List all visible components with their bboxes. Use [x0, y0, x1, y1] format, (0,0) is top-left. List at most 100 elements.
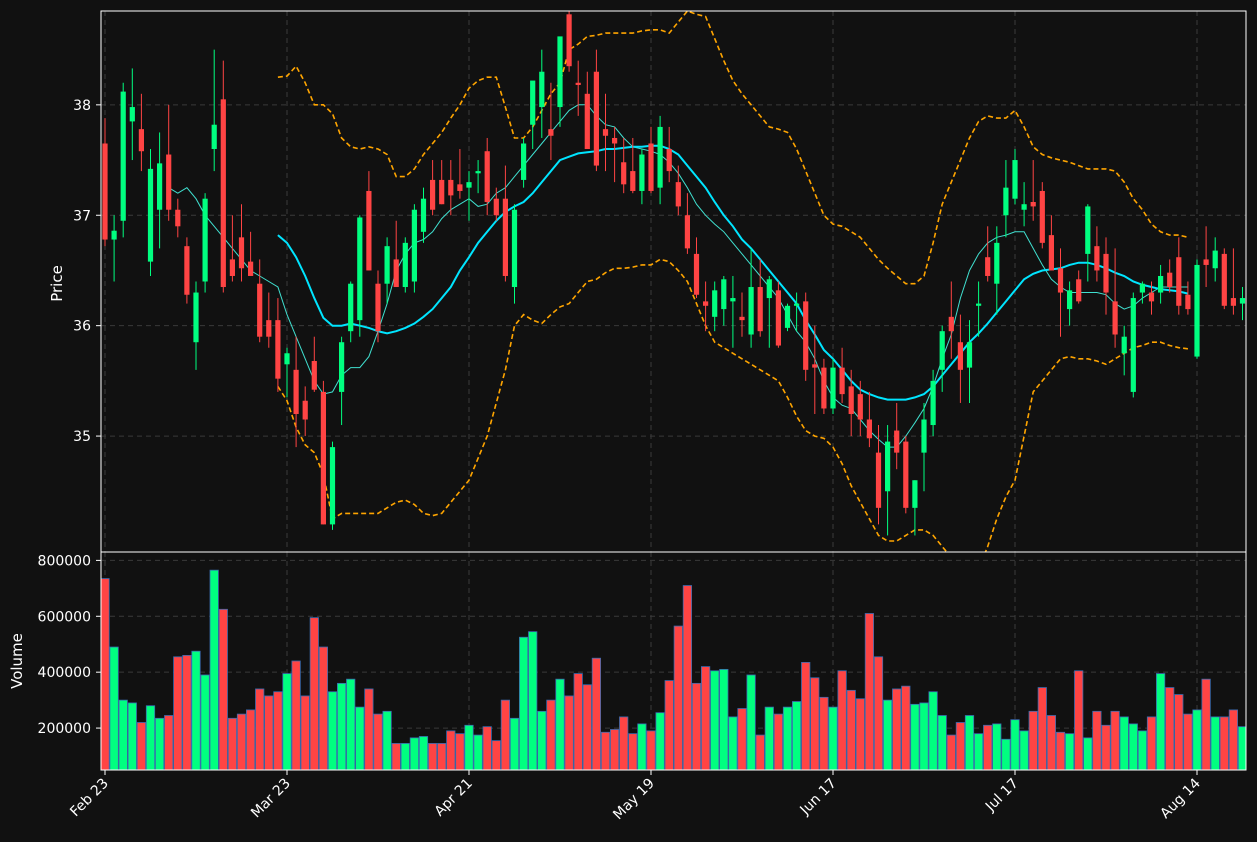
volume-bar [564, 695, 574, 770]
candle-body [1239, 298, 1246, 304]
volume-bar [701, 666, 711, 770]
volume-bar [519, 636, 529, 770]
candle-body [612, 137, 618, 144]
volume-bar [600, 731, 611, 770]
candle-body [784, 305, 791, 328]
volume-y-tick-label: 200000 [38, 721, 91, 737]
volume-bar [855, 698, 865, 770]
candle-body [211, 124, 217, 150]
candle-body [475, 171, 481, 174]
candle-body [229, 259, 235, 276]
volume-bar [109, 646, 119, 770]
candle-body [530, 80, 536, 125]
volume-bar [346, 678, 356, 770]
volume-bar [1083, 737, 1093, 770]
candle-body [602, 129, 609, 136]
candle-body [1158, 275, 1164, 293]
candle-body [675, 182, 681, 207]
candle-body [575, 82, 581, 85]
volume-bar [455, 733, 465, 770]
candle-body [1021, 204, 1027, 210]
candle-body [721, 279, 727, 310]
volume-bar [691, 682, 702, 770]
candle-body [1076, 279, 1082, 302]
candle-body [648, 143, 654, 191]
candle-body [1030, 202, 1036, 207]
candle-body [120, 91, 126, 221]
candle-body [1048, 235, 1054, 271]
candle-body [830, 367, 836, 409]
volume-bar [464, 724, 474, 770]
upper-band-line [277, 11, 1189, 285]
long-moving-average-line [277, 144, 1189, 401]
volume-bar [910, 703, 920, 770]
candle-body [193, 292, 199, 343]
volume-bar [218, 608, 228, 770]
volume-bar [728, 716, 738, 770]
volume-bar [1192, 709, 1202, 770]
price-panel-frame [100, 10, 1247, 553]
volume-bar [101, 578, 110, 770]
volume-bar [136, 722, 146, 770]
price-y-tick-label: 37 [73, 208, 91, 224]
volume-bar [164, 715, 174, 770]
candle-body [420, 198, 427, 232]
volume-bar [828, 706, 838, 770]
price-y-tick-label: 36 [73, 319, 91, 335]
volume-bar [673, 625, 683, 770]
volume-bar [1174, 694, 1184, 770]
candle-body [175, 209, 181, 227]
candle-body [430, 179, 436, 210]
volume-y-tick-label: 400000 [38, 665, 91, 681]
candle-body [1121, 336, 1127, 354]
x-tick-label: Apr 21 [432, 776, 476, 820]
candle-body [1085, 206, 1091, 254]
volume-bar [1092, 710, 1102, 770]
volume-bar [1237, 726, 1246, 770]
volume-bars [101, 569, 1246, 770]
volume-bar [955, 722, 966, 770]
candle-body [448, 179, 454, 196]
volume-bar [928, 691, 938, 770]
candle-body [393, 259, 399, 288]
candle-body [284, 353, 290, 365]
volume-bar [255, 688, 265, 770]
volume-bar [1074, 670, 1084, 770]
candle-body [1230, 298, 1236, 306]
volume-bar [983, 724, 993, 770]
volume-bar [682, 585, 693, 770]
volume-bar [746, 674, 756, 770]
candle-body [257, 283, 263, 337]
candle-body [484, 151, 490, 203]
volume-bar [792, 701, 802, 770]
candle-body [712, 290, 718, 317]
candle-body [539, 71, 545, 108]
candle-body [957, 342, 963, 370]
volume-bar [1010, 719, 1020, 770]
candle-body [266, 320, 272, 337]
candle-body [885, 441, 891, 492]
volume-bar [901, 685, 911, 770]
candle-body [803, 301, 809, 370]
candle-body [921, 419, 927, 453]
volume-bar [200, 674, 210, 770]
candle-body [666, 149, 672, 172]
volume-bar [227, 717, 237, 770]
candle-body [493, 198, 499, 216]
candle-body [775, 290, 781, 346]
volume-bar [1019, 730, 1029, 770]
candle-body [521, 143, 527, 180]
candle-body [1148, 292, 1155, 302]
candle-body [639, 154, 645, 191]
volume-bar [400, 743, 410, 770]
volume-bar [1137, 730, 1147, 770]
candle-body [402, 242, 408, 288]
candle-body [930, 380, 936, 426]
candle-body [994, 242, 1000, 284]
candle-body [593, 71, 599, 166]
volume-bar [282, 673, 292, 770]
volume-bar [500, 699, 511, 770]
volume-bar [1183, 713, 1193, 770]
volume-y-tick-label: 800000 [38, 553, 91, 569]
